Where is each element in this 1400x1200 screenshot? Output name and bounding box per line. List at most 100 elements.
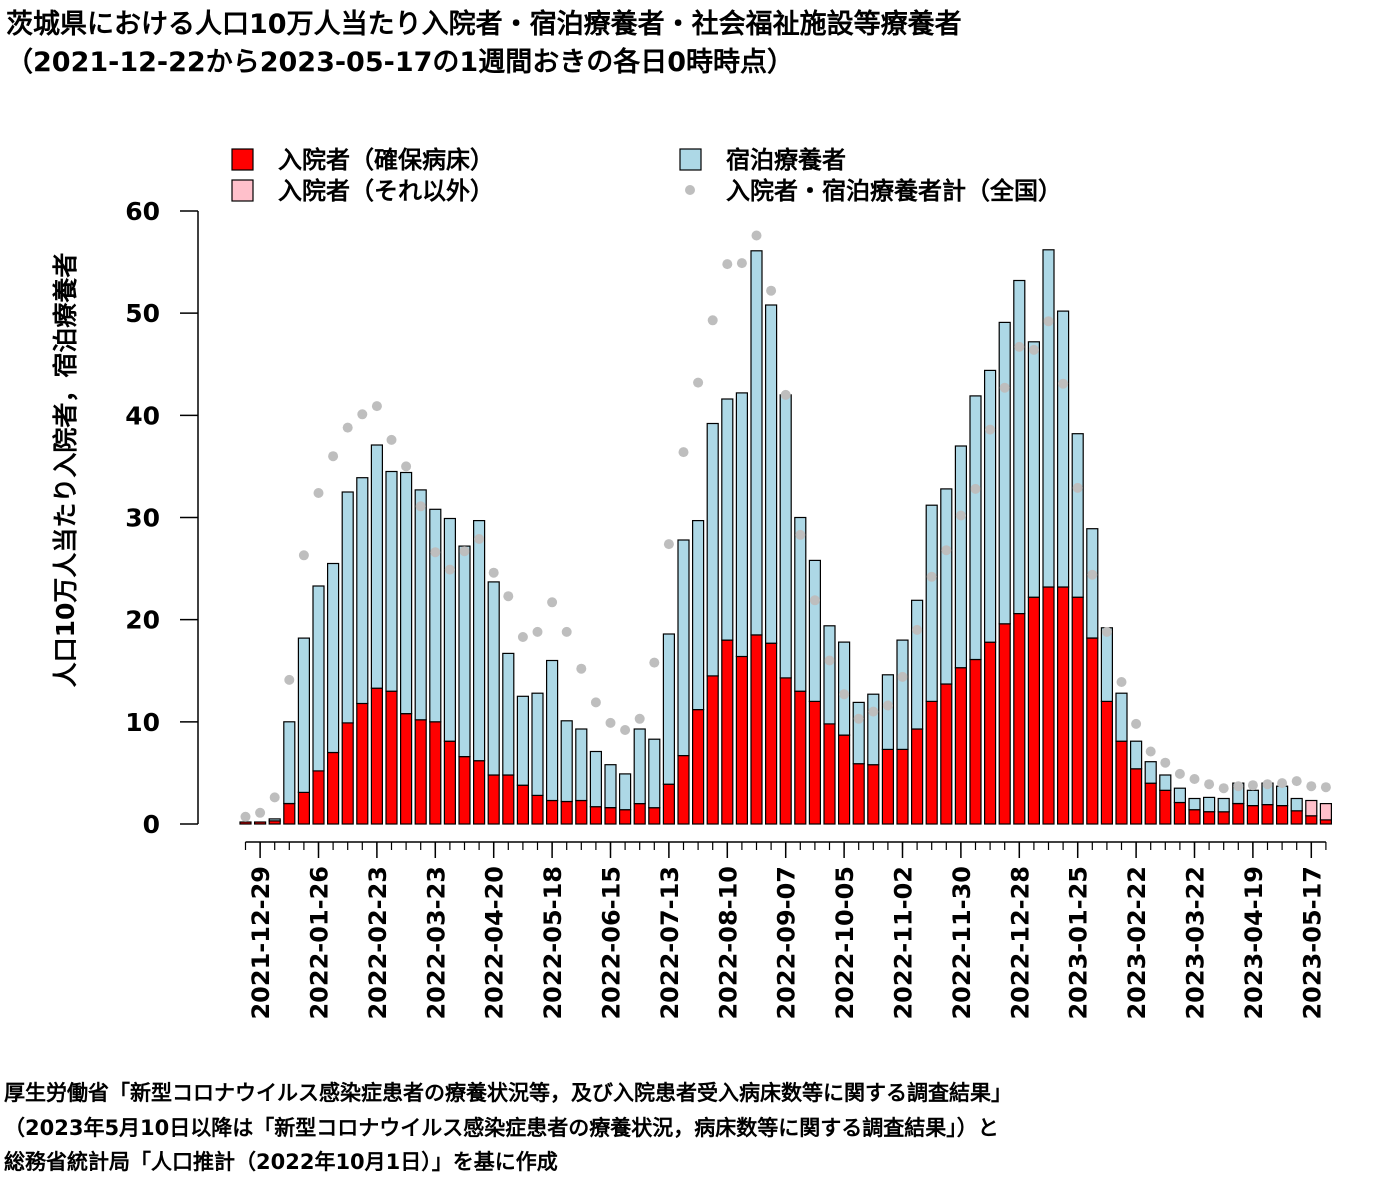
bar-2-57: [1071, 433, 1084, 598]
point-0-71: [1277, 778, 1288, 789]
bar-0-43: [867, 764, 880, 825]
bar-2-40: [823, 625, 836, 725]
bar-2-45: [896, 639, 909, 750]
point-0-22: [561, 626, 572, 637]
bar-0-30: [677, 754, 690, 825]
x-tick-label: 2022-06-15: [598, 866, 626, 1020]
bar-0-72: [1290, 810, 1303, 825]
bar-0-65: [1188, 809, 1201, 825]
bar-0-37: [779, 677, 792, 825]
bar-2-22: [560, 720, 573, 803]
bar-0-69: [1246, 804, 1260, 825]
point-0-44: [882, 700, 893, 711]
point-0-25: [605, 717, 616, 728]
legend-point: [685, 185, 695, 195]
bar-2-37: [779, 394, 792, 679]
bar-0-25: [604, 807, 617, 825]
point-0-40: [824, 655, 835, 666]
y-tick-label: 40: [125, 401, 160, 430]
bar-0-56: [1056, 586, 1070, 825]
bar-2-9: [370, 444, 383, 689]
bar-0-13: [429, 721, 442, 825]
x-tick-label: 2022-12-28: [1006, 866, 1034, 1020]
bar-1-74: [1319, 802, 1333, 821]
point-0-5: [313, 488, 324, 498]
y-tick-label: 0: [143, 810, 160, 839]
bar-2-2: [268, 818, 281, 822]
point-0-61: [1131, 718, 1142, 729]
bar-0-23: [575, 799, 588, 825]
bar-2-15: [458, 545, 471, 758]
bar-2-17: [487, 581, 500, 776]
y-tick-label: 30: [125, 504, 160, 533]
bar-2-67: [1217, 797, 1230, 813]
bar-0-60: [1115, 740, 1128, 825]
point-0-7: [342, 422, 353, 433]
legend-label: 宿泊療養者: [726, 146, 846, 174]
bar-2-66: [1202, 796, 1216, 813]
y-tick-label: 50: [125, 299, 160, 328]
point-0-70: [1262, 779, 1273, 790]
bars: [239, 249, 1333, 825]
point-0-23: [576, 663, 587, 674]
bar-2-47: [925, 504, 938, 703]
bar-2-18: [502, 652, 515, 776]
point-0-52: [999, 382, 1010, 393]
bar-0-24: [589, 805, 603, 825]
bar-0-11: [400, 713, 413, 825]
bar-0-63: [1159, 789, 1172, 825]
bar-0-27: [633, 802, 646, 825]
point-0-12: [415, 501, 426, 512]
x-tick-label: 2023-01-25: [1065, 866, 1093, 1020]
point-0-68: [1233, 781, 1244, 792]
bar-0-62: [1144, 782, 1157, 825]
y-tick-label: 60: [125, 197, 160, 226]
bar-2-38: [794, 516, 807, 692]
point-0-67: [1218, 783, 1229, 794]
x-tick-label: 2022-03-23: [422, 866, 450, 1020]
bar-2-58: [1086, 528, 1099, 639]
point-0-60: [1116, 677, 1127, 687]
bar-2-34: [735, 392, 749, 658]
bar-2-28: [648, 738, 661, 809]
point-0-2: [269, 792, 280, 803]
bar-0-18: [502, 774, 515, 825]
bar-2-49: [954, 445, 968, 669]
point-0-50: [970, 483, 981, 494]
point-0-51: [985, 424, 996, 435]
bar-2-30: [677, 539, 690, 757]
legend-label: 入院者（確保病床）: [278, 146, 494, 174]
point-0-10: [386, 434, 397, 445]
x-tick-label: 2022-11-30: [948, 866, 976, 1020]
bar-0-50: [969, 658, 982, 825]
bar-0-1: [254, 821, 267, 825]
bar-2-55: [1042, 249, 1055, 588]
point-0-9: [371, 401, 382, 412]
point-0-38: [795, 529, 806, 540]
bar-2-19: [516, 695, 530, 786]
bar-0-61: [1129, 768, 1143, 825]
point-0-0: [240, 811, 251, 822]
x-tick-label: 2022-11-02: [890, 866, 918, 1020]
bar-0-48: [940, 683, 953, 825]
bar-0-31: [691, 708, 705, 825]
bar-0-64: [1173, 801, 1187, 825]
bar-2-63: [1159, 774, 1172, 791]
bar-0-54: [1027, 596, 1041, 825]
bar-0-71: [1275, 804, 1289, 825]
bar-0-22: [560, 800, 573, 825]
point-0-72: [1291, 776, 1302, 787]
x-tick-label: 2022-08-10: [714, 866, 742, 1020]
point-0-31: [693, 377, 704, 388]
bar-0-17: [487, 774, 500, 825]
bar-0-0: [239, 821, 252, 825]
point-0-62: [1145, 746, 1156, 757]
bar-2-21: [545, 659, 559, 802]
bar-2-61: [1129, 740, 1143, 770]
point-0-39: [809, 595, 820, 606]
bar-0-67: [1217, 811, 1230, 825]
point-0-15: [459, 546, 470, 557]
bar-2-65: [1188, 797, 1201, 811]
bar-2-23: [575, 728, 588, 802]
